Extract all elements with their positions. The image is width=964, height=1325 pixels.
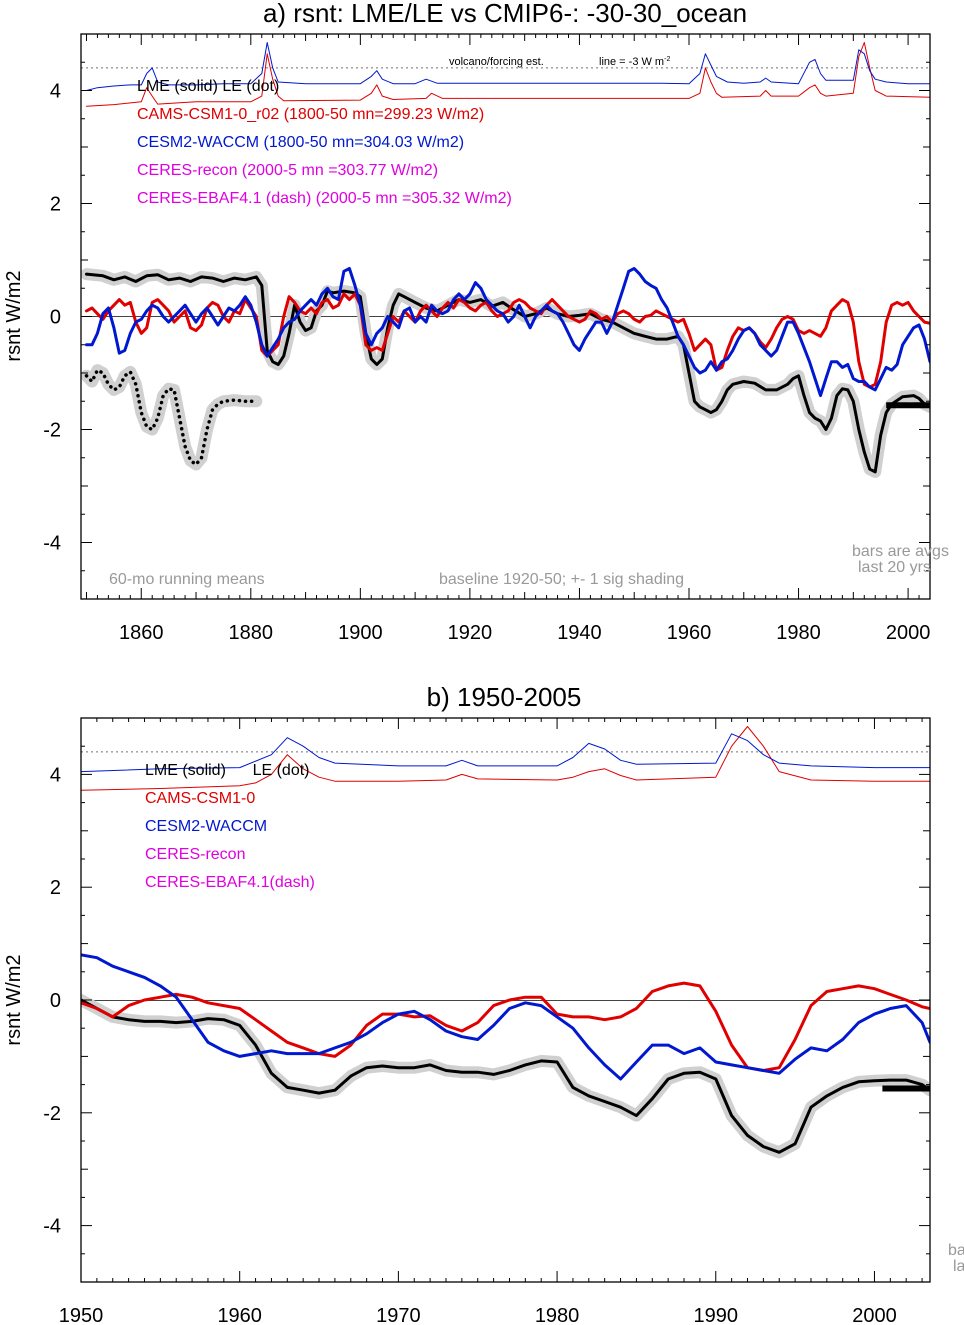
panel-b-volcano-forcing-est-cesm2-waccm-line <box>81 733 930 773</box>
bars-note-2: last 20 yrs <box>858 559 931 576</box>
legend-cesm: CESM2-WACCM <box>145 818 267 835</box>
panel-a-y-axis: -4 -2 0 2 4 <box>43 33 930 600</box>
panel-a-x-tick-label: 1860 <box>119 622 164 644</box>
panel-b-x-tick-label: 1960 <box>217 1305 262 1325</box>
panel-b-y-axis: -4 -2 0 2 4 <box>43 717 930 1283</box>
panel-b-x-tick-label: 1990 <box>694 1305 739 1325</box>
panel-a-legend: LME (solid) LE (dot) CAMS-CSM1-0_r02 (18… <box>137 78 512 207</box>
legend-ceres-ebaf: CERES-EBAF4.1(dash) <box>145 874 315 891</box>
panel-a-x-tick-label: 1880 <box>229 622 274 644</box>
panel-a-cams-csm1-0-r02-line <box>85 292 930 389</box>
panel-b-x-tick-label: 1970 <box>376 1305 421 1325</box>
panel-b-title: b) 1950-2005 <box>427 682 582 712</box>
panel-b-y-tick-label: 0 <box>50 990 61 1012</box>
panel-a: a) rsnt: LME/LE vs CMIP6-: -30-30_ocean … <box>3 0 949 644</box>
baseline-note: baseline 1920-50; +- 1 sig shading <box>439 571 684 588</box>
panel-a-volcano-forcing-est-cams-csm1-0-line <box>86 42 930 107</box>
panel-a-x-tick-label: 1940 <box>557 622 602 644</box>
panel-a-volcano-forcing-est-cesm2-waccm-line <box>86 42 930 91</box>
forcing-label: volcano/forcing est. <box>449 56 544 68</box>
panel-a-y-tick-label: -4 <box>43 533 61 555</box>
panel-b-lme-solid-line <box>81 998 930 1154</box>
legend-cams: CAMS-CSM1-0_r02 (1800-50 mn=299.23 W/m2) <box>137 106 484 123</box>
panel-b-cesm2-waccm-line <box>81 953 930 1081</box>
panel-a-le-dot-line <box>84 368 259 467</box>
bars-note-1: bars are avgs <box>852 543 949 560</box>
panel-b-y-tick-label: -2 <box>43 1103 61 1125</box>
legend-ceres-recon: CERES-recon (2000-5 mn =303.77 W/m2) <box>137 162 438 179</box>
panel-b-x-axis: 1950 1960 1970 1980 1990 2000 <box>59 718 923 1325</box>
legend-cesm: CESM2-WACCM (1800-50 mn=304.03 W/m2) <box>137 134 464 151</box>
panel-a-x-tick-label: 1920 <box>448 622 493 644</box>
panel-b-y-tick-label: 4 <box>50 764 61 786</box>
panel-a-le-dot-sigma-band <box>81 364 263 471</box>
running-mean-note: 60-mo running means <box>109 571 265 588</box>
panel-b-cams-csm1-0-line <box>81 981 930 1072</box>
panel-a-ylabel: rsnt W/m2 <box>3 270 25 361</box>
panel-a-y-tick-label: 0 <box>50 307 61 329</box>
panel-b-ylabel: rsnt W/m2 <box>3 954 25 1045</box>
panel-b-legend: LME (solid) LE (dot) CAMS-CSM1-0 CESM2-W… <box>145 762 315 891</box>
panel-b: b) 1950-2005 rsnt W/m2 1950 1960 1970 1980 1… <box>3 682 964 1325</box>
panel-b-y-tick-label: 2 <box>50 877 61 899</box>
bars-note-2: la <box>953 1258 964 1275</box>
panel-a-x-tick-label: 1900 <box>338 622 383 644</box>
panel-a-x-tick-label: 1980 <box>776 622 821 644</box>
legend-lme-le: LME (solid) LE (dot) <box>137 78 279 95</box>
panel-a-plot <box>81 42 930 478</box>
panel-b-plot <box>81 726 930 1159</box>
panel-b-series-lines <box>81 726 930 1154</box>
panel-b-x-tick-label: 2000 <box>852 1305 897 1325</box>
bars-note-1: ba <box>948 1242 964 1259</box>
forcing-line-label: line = -3 W m-2 <box>599 56 670 68</box>
panel-b-x-tick-label: 1980 <box>535 1305 580 1325</box>
panel-b-x-tick-label: 1950 <box>59 1305 104 1325</box>
panel-a-y-tick-label: 2 <box>50 194 61 216</box>
panel-b-volcano-forcing-est-cams-csm1-0-line <box>81 726 930 791</box>
panel-a-x-axis: 1860 1880 1900 1920 1940 1960 1980 2000 <box>85 34 931 644</box>
panel-a-y-tick-label: 4 <box>50 81 61 103</box>
panel-a-x-tick-label: 1960 <box>667 622 712 644</box>
legend-lme-le: LME (solid) LE (dot) <box>145 762 310 779</box>
legend-ceres-recon: CERES-recon <box>145 846 245 863</box>
panel-a-series-lines <box>84 42 930 474</box>
panel-a-cesm2-waccm-line <box>85 267 930 398</box>
panel-a-title: a) rsnt: LME/LE vs CMIP6-: -30-30_ocean <box>263 0 747 28</box>
panel-a-y-tick-label: -2 <box>43 420 61 442</box>
legend-ceres-ebaf: CERES-EBAF4.1 (dash) (2000-5 mn =305.32 … <box>137 190 512 207</box>
panel-b-y-tick-label: -4 <box>43 1216 61 1238</box>
legend-cams: CAMS-CSM1-0 <box>145 790 255 807</box>
panel-a-x-tick-label: 2000 <box>886 622 931 644</box>
